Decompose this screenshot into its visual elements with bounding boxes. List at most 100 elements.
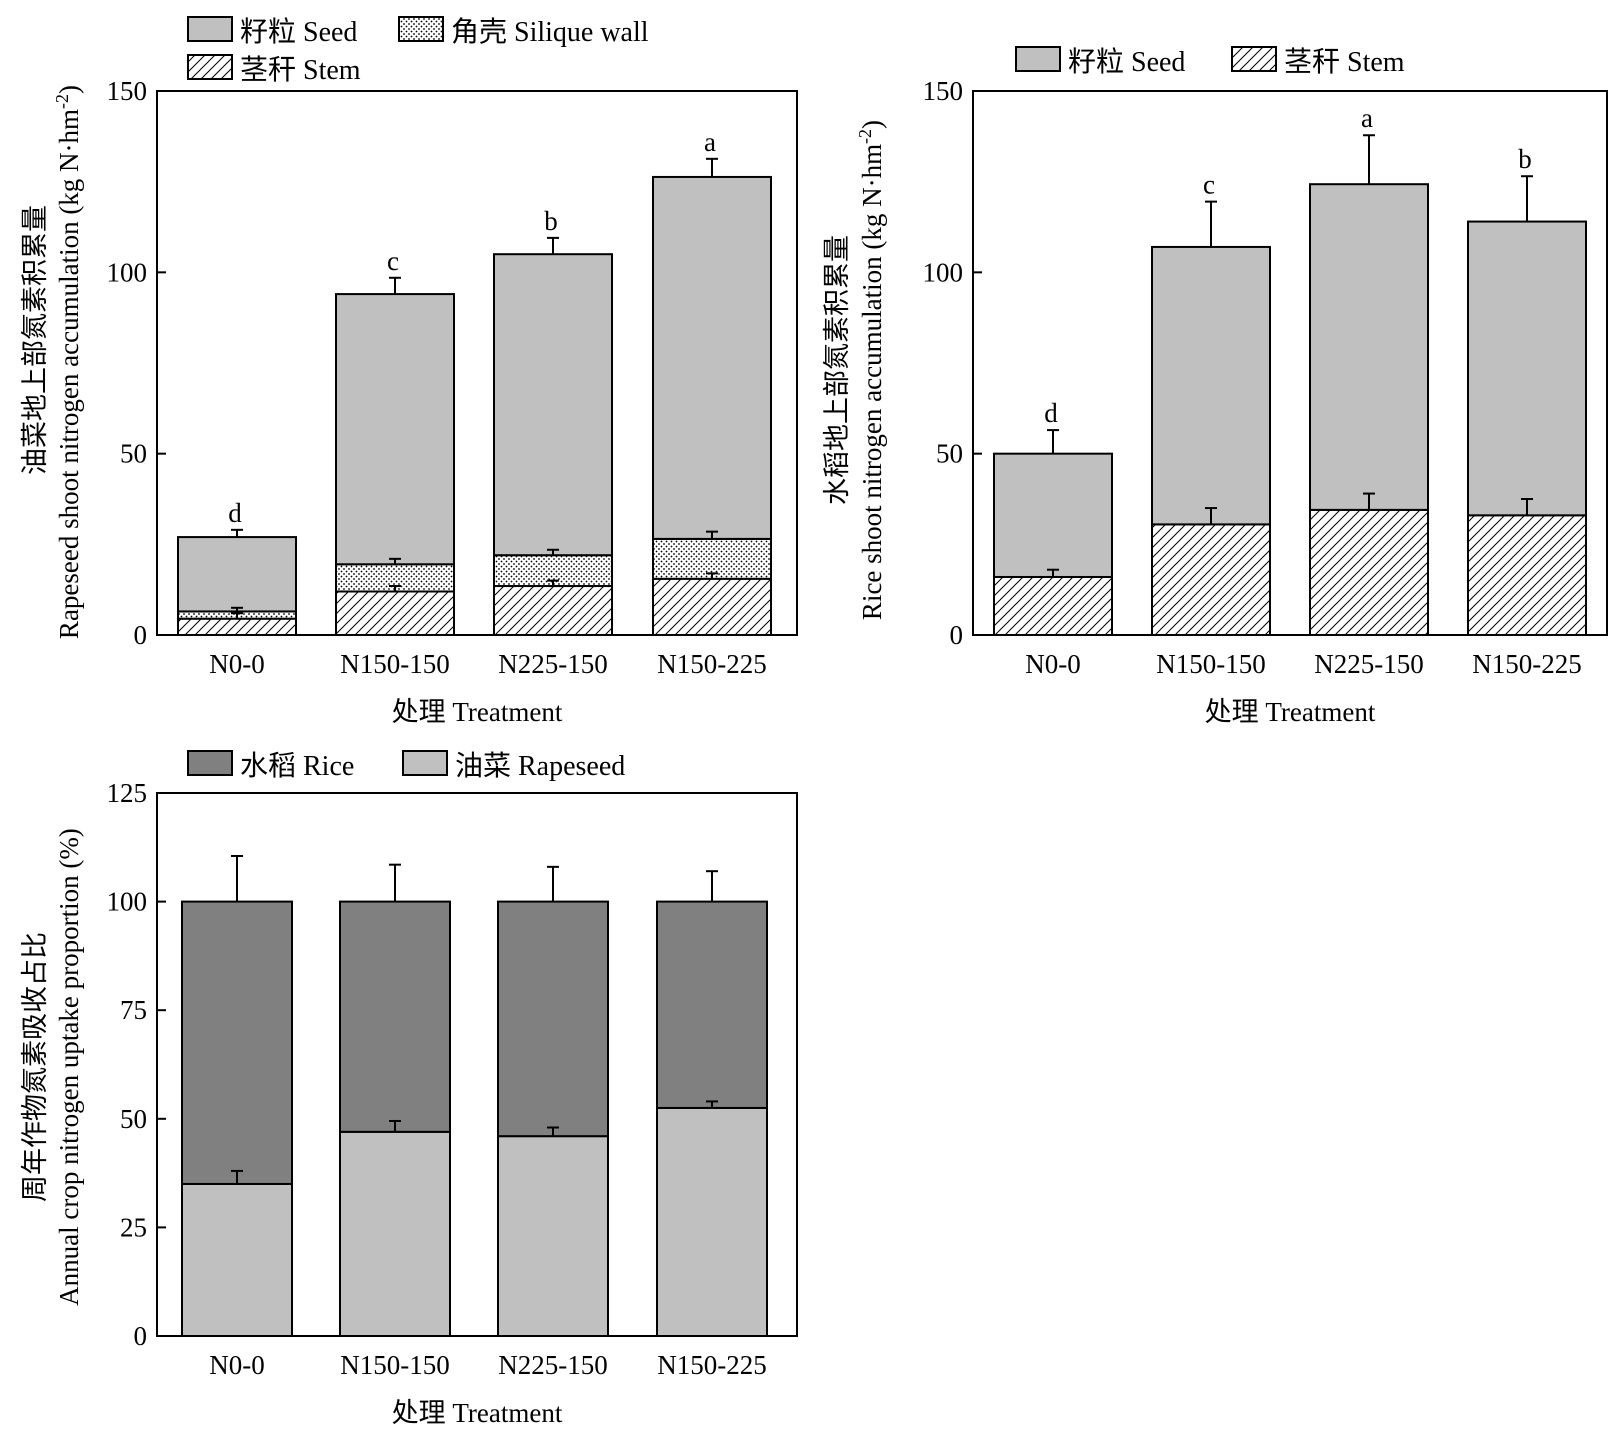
- y-tick-label: 50: [120, 1104, 147, 1134]
- legend-swatch-silique-wall: [398, 16, 444, 42]
- x-tick-label: N0-0: [209, 649, 265, 679]
- bars: [181, 900, 768, 1338]
- x-tick-label: N150-225: [1472, 649, 1582, 679]
- x-tick-label: N150-225: [657, 1350, 767, 1380]
- bar-stem: [1467, 514, 1587, 637]
- legend-label-rice: 水稻 Rice: [240, 750, 354, 782]
- error-bar: [1521, 498, 1533, 516]
- bar-stem: [177, 617, 297, 636]
- error-bar: [231, 528, 243, 538]
- plot-frame: [156, 90, 798, 636]
- y-axis-title-en-sup: -2: [855, 129, 875, 144]
- bar-stem: [1309, 508, 1429, 637]
- error-bar: [706, 870, 718, 902]
- y-tick-label: 50: [120, 439, 147, 469]
- bar-rice: [497, 900, 609, 1138]
- significance-letters: d c a b: [1044, 103, 1532, 428]
- legend-label-rapeseed: 油菜 Rapeseed: [455, 750, 625, 782]
- error-bar: [389, 557, 401, 565]
- bar-seed: [993, 452, 1113, 578]
- error-bar: [547, 865, 559, 902]
- x-tick-label: N0-0: [1025, 649, 1081, 679]
- significance-letter: c: [387, 246, 399, 276]
- bar-seed: [1151, 245, 1271, 526]
- y-tick-label: 25: [120, 1212, 147, 1242]
- legend-swatch-stem: [187, 54, 233, 80]
- bar-rapeseed: [181, 1182, 293, 1337]
- y-axis-ticks: 0 50 100 150: [107, 76, 166, 650]
- error-bar: [231, 1169, 243, 1184]
- y-axis-title-en: Rice shoot nitrogen accumulation (kg N·h…: [855, 120, 887, 620]
- y-axis-title-en-close: ): [54, 85, 84, 94]
- significance-letter: b: [544, 206, 558, 236]
- y-tick-label: 125: [107, 778, 148, 808]
- legend-label-stem: 茎秆 Stem: [1284, 46, 1405, 78]
- x-tick-label: N225-150: [1314, 649, 1424, 679]
- significance-letter: d: [228, 498, 242, 528]
- legend-label-silique-wall: 角壳 Silique wall: [451, 16, 649, 48]
- y-axis-title-cn: 周年作物氮素吸收占比: [20, 932, 50, 1202]
- legend-label-seed: 籽粒 Seed: [1068, 46, 1185, 78]
- bars: [177, 175, 772, 637]
- bars: [993, 183, 1587, 637]
- significance-letter: d: [1044, 398, 1058, 428]
- legend-swatch-seed: [187, 16, 233, 42]
- error-bar: [1363, 134, 1375, 185]
- proportion-chart: 水稻 Rice 油菜 Rapeseed 周年作物氮素吸收占比 Annual cr…: [20, 750, 798, 1428]
- error-bar: [1047, 429, 1059, 454]
- y-tick-label: 50: [936, 439, 963, 469]
- x-tick-label: N225-150: [498, 1350, 608, 1380]
- y-axis-title-en-main: Rapeseed shoot nitrogen accumulation (kg…: [54, 109, 84, 639]
- bar-stem: [993, 575, 1113, 636]
- bar-seed: [177, 536, 297, 613]
- y-tick-label: 100: [923, 257, 964, 287]
- bar-rice: [339, 900, 451, 1133]
- y-tick-label: 75: [120, 995, 147, 1025]
- y-tick-label: 0: [134, 620, 148, 650]
- legend-swatch-seed: [1015, 46, 1061, 72]
- x-axis-tick-labels: N0-0 N150-150 N225-150 N150-225: [1025, 649, 1582, 679]
- proportion-legend: 水稻 Rice 油菜 Rapeseed: [187, 750, 625, 782]
- error-bar: [1205, 507, 1217, 525]
- bar-stem: [1151, 523, 1271, 636]
- y-tick-label: 100: [107, 887, 148, 917]
- significance-letter: a: [1361, 103, 1373, 133]
- x-tick-label: N150-150: [1156, 649, 1266, 679]
- bar-seed: [335, 293, 455, 566]
- y-axis-title-en-close: ): [857, 120, 887, 129]
- bar-stem: [335, 590, 455, 636]
- bar-rapeseed: [339, 1130, 451, 1338]
- error-bar: [231, 612, 243, 619]
- error-bar: [1205, 200, 1217, 247]
- error-bar: [706, 157, 718, 177]
- error-bars: [231, 854, 718, 1184]
- legend-swatch-rapeseed: [402, 750, 448, 776]
- error-bar: [389, 585, 401, 592]
- bar-stem: [493, 585, 613, 636]
- significance-letter: a: [704, 127, 716, 157]
- y-tick-label: 0: [134, 1321, 148, 1351]
- bar-rice: [656, 900, 768, 1109]
- y-tick-label: 150: [923, 76, 964, 106]
- error-bar: [547, 548, 559, 556]
- error-bar: [1521, 175, 1533, 222]
- y-axis-ticks: 0 25 50 75 100 125: [107, 778, 166, 1351]
- error-bar: [706, 530, 718, 539]
- x-axis-title: 处理 Treatment: [392, 1398, 563, 1428]
- error-bar: [547, 579, 559, 587]
- error-bars: [1047, 134, 1533, 577]
- error-bar: [547, 1126, 559, 1137]
- y-axis-title-cn: 水稻地上部氮素积累量: [822, 235, 852, 505]
- rice-chart: 籽粒 Seed 茎秆 Stem 水稻地上部氮素积累量 Rice shoot ni…: [822, 46, 1608, 727]
- bar-seed: [1467, 220, 1587, 517]
- bar-rice: [181, 900, 293, 1185]
- plot-frame: [156, 792, 798, 1337]
- rapeseed-chart: 籽粒 Seed 角壳 Silique wall 茎秆 Stem 油菜地上部氮素积…: [20, 16, 798, 727]
- error-bar: [706, 1100, 718, 1108]
- bar-rapeseed: [497, 1135, 609, 1338]
- rice-legend: 籽粒 Seed 茎秆 Stem: [1015, 46, 1405, 78]
- significance-letters: d c b a: [228, 127, 716, 528]
- x-tick-label: N150-225: [657, 649, 767, 679]
- significance-letter: b: [1518, 144, 1532, 174]
- plot-frame: [972, 90, 1608, 636]
